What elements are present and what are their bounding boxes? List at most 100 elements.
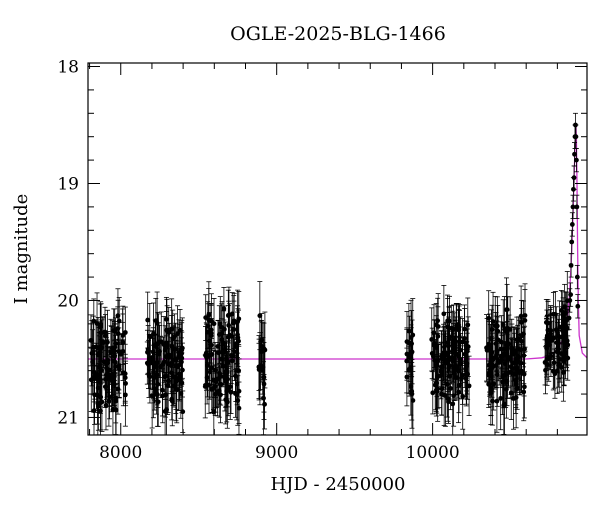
data-point bbox=[573, 134, 579, 140]
data-point bbox=[566, 315, 572, 321]
data-point bbox=[145, 317, 151, 323]
data-point bbox=[496, 360, 502, 365]
data-point bbox=[88, 377, 94, 383]
data-point bbox=[179, 359, 184, 365]
data-point bbox=[462, 351, 468, 357]
data-point bbox=[491, 381, 497, 387]
data-point bbox=[262, 401, 267, 407]
data-point bbox=[435, 318, 441, 324]
data-point bbox=[202, 384, 208, 389]
data-point bbox=[406, 367, 412, 373]
data-point bbox=[220, 363, 226, 369]
data-point bbox=[219, 337, 225, 343]
data-point bbox=[223, 356, 229, 361]
data-point bbox=[261, 395, 266, 401]
data-point bbox=[236, 316, 242, 322]
data-point bbox=[109, 375, 114, 381]
data-point bbox=[443, 350, 449, 356]
y-tick-label: 21 bbox=[57, 408, 79, 428]
data-point bbox=[206, 382, 212, 388]
y-tick-label: 20 bbox=[57, 291, 79, 311]
data-point bbox=[409, 349, 415, 355]
data-point bbox=[504, 378, 510, 384]
data-point bbox=[404, 374, 410, 380]
data-point bbox=[230, 358, 235, 364]
data-point bbox=[153, 318, 159, 324]
data-point bbox=[99, 399, 105, 405]
data-point bbox=[486, 315, 492, 321]
data-point bbox=[551, 311, 556, 317]
data-point bbox=[88, 337, 94, 343]
data-point bbox=[544, 333, 550, 339]
data-point bbox=[160, 387, 165, 393]
data-point bbox=[569, 222, 575, 227]
data-point bbox=[103, 333, 108, 339]
data-point bbox=[521, 389, 527, 395]
data-point bbox=[568, 292, 574, 298]
data-point bbox=[429, 337, 435, 342]
data-point bbox=[505, 326, 511, 331]
data-point bbox=[171, 383, 177, 389]
data-point bbox=[156, 339, 161, 345]
data-point bbox=[554, 340, 560, 346]
data-point bbox=[120, 339, 126, 345]
x-tick-label: 9000 bbox=[255, 443, 298, 463]
data-point bbox=[177, 327, 183, 333]
data-point bbox=[431, 330, 437, 336]
data-point bbox=[97, 324, 103, 330]
data-point bbox=[179, 345, 185, 351]
data-point bbox=[464, 364, 470, 369]
data-point bbox=[489, 349, 495, 355]
data-point bbox=[441, 311, 447, 317]
data-point bbox=[571, 175, 577, 181]
data-point bbox=[218, 392, 223, 398]
data-point bbox=[173, 379, 179, 385]
data-point bbox=[501, 351, 507, 357]
data-point bbox=[518, 313, 524, 319]
data-point bbox=[439, 386, 445, 392]
x-tick-label: 10000 bbox=[406, 443, 460, 463]
data-point bbox=[212, 367, 218, 373]
x-tick-label: 8000 bbox=[99, 443, 142, 463]
data-point bbox=[227, 384, 233, 390]
data-point bbox=[89, 350, 95, 356]
data-point bbox=[221, 306, 227, 312]
data-point bbox=[259, 337, 265, 343]
data-point bbox=[146, 362, 151, 367]
ticks-layer: 8000 9000 10000 18 19 20 21 bbox=[57, 58, 587, 463]
data-point bbox=[112, 328, 118, 334]
data-point bbox=[215, 343, 221, 349]
data-point bbox=[176, 350, 182, 355]
data-point bbox=[95, 403, 101, 409]
data-point bbox=[460, 393, 466, 399]
data-point bbox=[204, 375, 210, 381]
data-point bbox=[257, 313, 263, 319]
data-point bbox=[221, 326, 227, 332]
x-axis-label: HJD - 2450000 bbox=[270, 474, 405, 495]
data-point bbox=[95, 392, 100, 398]
data-point bbox=[494, 348, 500, 354]
data-point bbox=[409, 341, 415, 347]
data-point bbox=[456, 389, 461, 395]
data-point bbox=[498, 395, 504, 401]
data-point bbox=[517, 370, 522, 376]
data-point bbox=[123, 381, 128, 386]
data-point bbox=[169, 326, 175, 332]
data-point bbox=[146, 372, 152, 377]
data-point bbox=[486, 381, 492, 387]
data-point bbox=[503, 386, 509, 392]
data-point bbox=[208, 352, 214, 358]
data-point bbox=[448, 386, 453, 391]
data-point bbox=[435, 324, 441, 329]
data-point bbox=[152, 360, 158, 366]
data-point bbox=[509, 346, 515, 352]
data-point bbox=[105, 358, 111, 363]
data-point bbox=[462, 335, 467, 341]
data-point bbox=[229, 311, 235, 317]
data-point bbox=[544, 345, 549, 351]
data-point bbox=[178, 391, 184, 396]
data-point bbox=[150, 393, 156, 399]
y-tick-label: 19 bbox=[57, 174, 79, 194]
data-point bbox=[450, 401, 456, 407]
data-point bbox=[451, 326, 456, 332]
